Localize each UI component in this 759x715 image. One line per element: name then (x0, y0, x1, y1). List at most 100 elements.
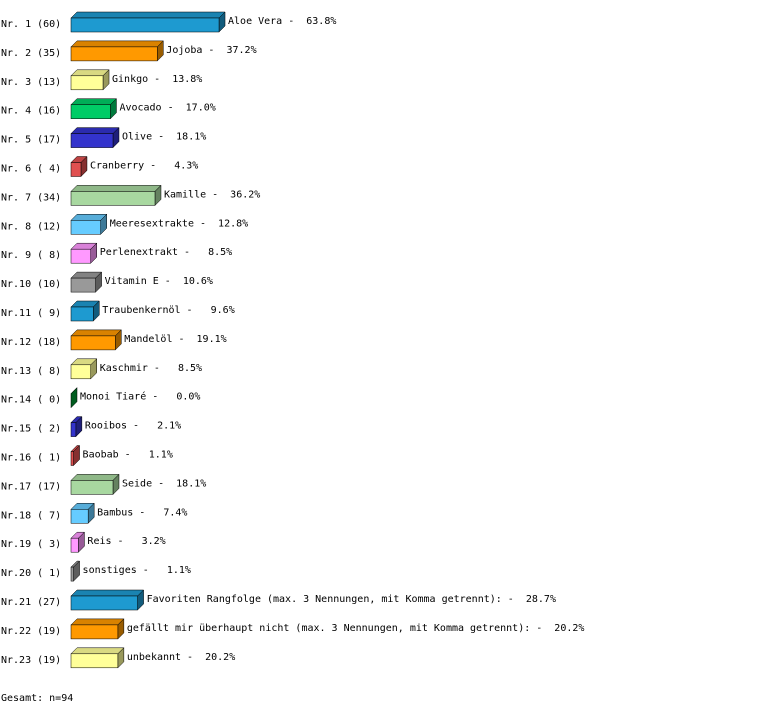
bar-label: Olive - 18.1% (122, 132, 206, 143)
row-label: Nr.21 (27) (1, 597, 61, 608)
row-label: Nr.23 (19) (1, 655, 61, 666)
bar (70, 191, 156, 206)
value-label: - 37.2% (208, 45, 256, 56)
row-label: Nr.13 ( 8) (1, 366, 61, 377)
row-label: Nr.16 ( 1) (1, 453, 61, 464)
bar-label: Reis - 3.2% (87, 536, 165, 547)
value-label: - 19.1% (178, 334, 226, 345)
category-label: Vitamin E (105, 276, 159, 287)
row-label: Nr. 5 (17) (1, 135, 61, 146)
row-label: Nr. 8 (12) (1, 221, 61, 232)
bar-label: Favoriten Rangfolge (max. 3 Nennungen, m… (147, 594, 556, 605)
footer: Gesamt: n=94 (1, 693, 73, 704)
bar (70, 653, 119, 669)
row-label: Nr.20 ( 1) (1, 568, 61, 579)
row-label: Nr.10 (10) (1, 279, 61, 290)
bar-label: Traubenkernöl - 9.6% (102, 305, 234, 316)
bar-label: Seide - 18.1% (122, 478, 206, 489)
bar-label: Rooibos - 2.1% (85, 421, 181, 432)
row-label: Nr. 9 ( 8) (1, 250, 61, 261)
value-label: - 20.2% (187, 652, 235, 663)
bar-label: Perlenextrakt - 8.5% (100, 247, 232, 258)
bar (70, 422, 77, 437)
category-label: Jojoba (166, 45, 202, 56)
bar-label: Kamille - 36.2% (164, 189, 260, 200)
bar (70, 17, 220, 33)
row-label: Nr.22 (19) (1, 626, 61, 637)
value-label: - 13.8% (154, 74, 202, 85)
row-label: Nr.19 ( 3) (1, 539, 61, 550)
category-label: Rooibos (85, 421, 127, 432)
category-label: Baobab (83, 450, 119, 461)
bar-label: Bambus - 7.4% (97, 507, 187, 518)
bar (70, 104, 111, 119)
row-label: Nr.17 (17) (1, 481, 61, 492)
category-label: Meeresextrakte (110, 218, 194, 229)
bar-top (70, 69, 110, 77)
value-label: - 18.1% (158, 132, 206, 143)
category-label: Ginkgo (112, 74, 148, 85)
row-label: Nr. 3 (13) (1, 77, 61, 88)
category-label: Aloe Vera (228, 16, 282, 27)
bar-label: Aloe Vera - 63.8% (228, 16, 336, 27)
bar-top (70, 647, 125, 655)
bar-label: Kaschmir - 8.5% (100, 363, 202, 374)
bar (70, 75, 104, 91)
category-label: Kamille (164, 189, 206, 200)
row-label: Nr. 6 ( 4) (1, 164, 61, 175)
category-label: Olive (122, 132, 152, 143)
bar-label: Ginkgo - 13.8% (112, 74, 202, 85)
value-label: - 2.1% (133, 421, 181, 432)
bar (70, 162, 82, 177)
value-label: - 8.5% (184, 247, 232, 258)
bar (70, 248, 91, 264)
bar-top (70, 589, 145, 597)
row-label: Nr. 2 (35) (1, 48, 61, 59)
bar-label: Avocado - 17.0% (119, 103, 215, 114)
bar-label: gefällt mir überhaupt nicht (max. 3 Nenn… (127, 623, 585, 634)
bar (70, 537, 79, 553)
value-label: - 28.7% (508, 594, 556, 605)
bar (70, 220, 101, 235)
category-label: Traubenkernöl (102, 305, 180, 316)
row-label: Nr. 1 (60) (1, 19, 61, 30)
bar-top (70, 474, 120, 481)
bar-label: Mandelöl - 19.1% (124, 334, 226, 345)
row-label: Nr.12 (18) (1, 337, 61, 348)
value-label: - 3.2% (118, 536, 166, 547)
bar-label: Baobab - 1.1% (83, 450, 173, 461)
value-label: - 9.6% (187, 305, 235, 316)
value-label: - 4.3% (150, 161, 198, 172)
category-label: Perlenextrakt (100, 247, 178, 258)
bar (70, 133, 114, 148)
row-label: Nr.14 ( 0) (1, 395, 61, 406)
row-label: Nr.18 ( 7) (1, 510, 61, 521)
bar (70, 451, 74, 466)
row-label: Nr.15 ( 2) (1, 424, 61, 435)
category-label: gefällt mir überhaupt nicht (max. 3 Nenn… (127, 623, 530, 634)
bar (70, 335, 116, 351)
bar-label: Vitamin E - 10.6% (105, 276, 213, 287)
bar-top (70, 618, 125, 626)
bar (70, 46, 158, 62)
category-label: Reis (87, 536, 111, 547)
value-label: - 36.2% (212, 189, 260, 200)
category-label: Cranberry (90, 161, 144, 172)
bar-label: Meeresextrakte - 12.8% (110, 218, 248, 229)
bar-label: Monoi Tiaré - 0.0% (80, 391, 200, 403)
value-label: - 20.2% (536, 623, 584, 634)
category-label: Monoi Tiaré (80, 391, 146, 403)
bar (70, 624, 119, 640)
bar (70, 595, 138, 611)
bar-top (70, 40, 164, 48)
category-label: Seide (122, 478, 152, 489)
bar (70, 364, 91, 380)
bar (70, 480, 114, 495)
bar (70, 277, 96, 293)
bar-label: Jojoba - 37.2% (166, 45, 256, 56)
bar (70, 566, 74, 582)
value-label: - 0.0% (152, 392, 200, 403)
value-label: - 1.1% (143, 565, 191, 576)
bar-label: sonstiges - 1.1% (83, 565, 191, 576)
